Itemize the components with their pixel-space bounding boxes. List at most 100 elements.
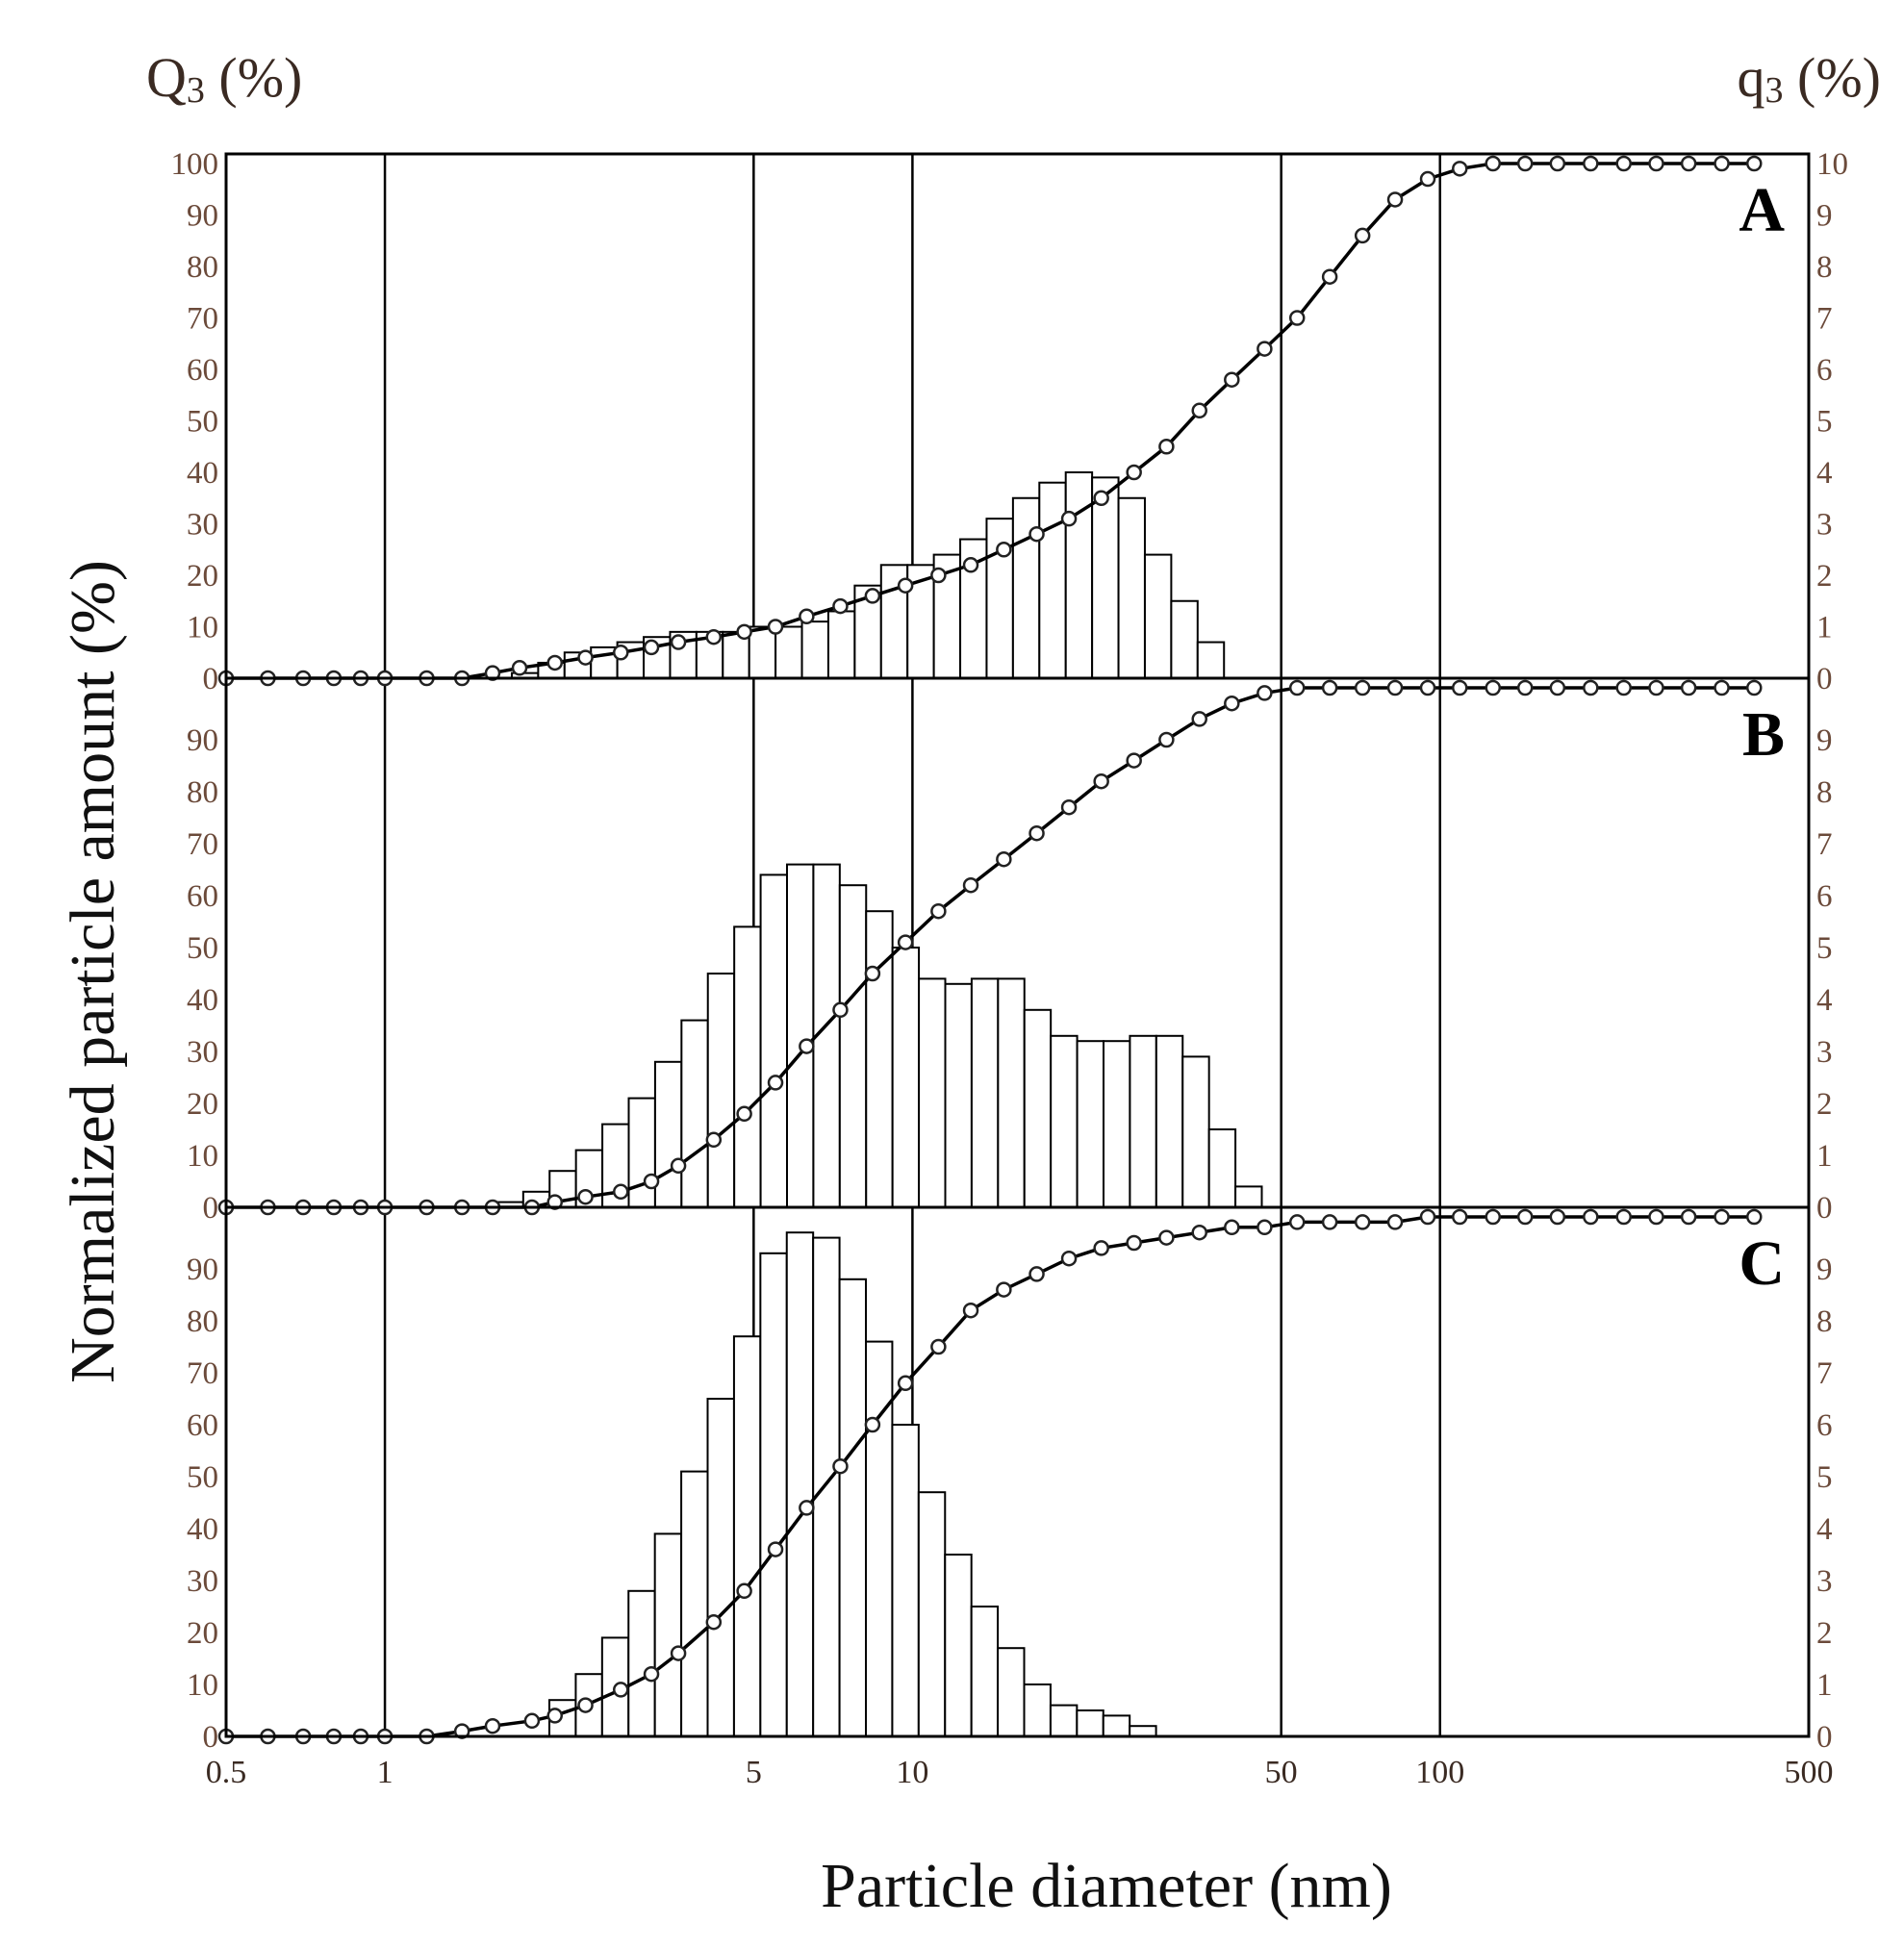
right-tick-label: 2 xyxy=(1816,559,1833,594)
cumulative-point xyxy=(1191,711,1207,727)
left-tick-label: 40 xyxy=(187,456,218,491)
cumulative-point xyxy=(1680,679,1697,696)
right-tick-label: 6 xyxy=(1816,879,1833,914)
cumulative-point xyxy=(546,1194,563,1210)
cumulative-point xyxy=(1288,679,1306,696)
cumulative-point xyxy=(1419,679,1436,696)
right-tick-label: 8 xyxy=(1816,1304,1833,1339)
histogram-bar xyxy=(985,518,1014,680)
left-tick-label: 50 xyxy=(187,405,218,440)
cumulative-point xyxy=(736,1582,752,1600)
right-tick-label: 9 xyxy=(1816,199,1833,234)
cumulative-point xyxy=(1158,731,1175,748)
left-axis-title: Q3 (%) xyxy=(146,46,302,111)
left-tick-label: 10 xyxy=(187,611,218,645)
x-tick-label: 5 xyxy=(746,1755,762,1790)
x-tick-label: 500 xyxy=(1785,1755,1834,1790)
cumulative-point xyxy=(1615,1208,1632,1226)
right-tick-label: 9 xyxy=(1816,723,1833,758)
histogram-bar xyxy=(1196,641,1226,679)
histogram-bar xyxy=(785,1231,815,1737)
cumulative-point xyxy=(1714,155,1730,172)
cumulative-point xyxy=(643,1173,660,1190)
histogram-bar xyxy=(1143,553,1173,679)
cumulative-point xyxy=(1549,679,1566,696)
cumulative-point xyxy=(1093,772,1109,790)
histogram-bar xyxy=(1102,1714,1131,1738)
histogram-bar xyxy=(653,1060,683,1209)
cumulative-point xyxy=(1583,155,1599,172)
cumulative-point xyxy=(1257,341,1273,357)
cumulative-point xyxy=(1158,439,1175,455)
cumulative-point xyxy=(1060,798,1078,816)
cumulative-point xyxy=(1680,155,1697,172)
cumulative-point xyxy=(864,1416,881,1433)
cumulative-point xyxy=(1615,679,1632,696)
histogram-bar xyxy=(891,947,921,1208)
left-tick-label: 90 xyxy=(187,199,218,234)
x-axis-label: Particle diameter (nm) xyxy=(821,1851,1392,1921)
histogram-bar xyxy=(826,610,856,680)
histogram-bar xyxy=(865,1340,894,1737)
left-tick-label: 10 xyxy=(187,1668,218,1703)
cumulative-point xyxy=(1386,679,1404,696)
cumulative-point xyxy=(453,1723,470,1739)
cumulative-point xyxy=(1714,1208,1730,1226)
cumulative-point xyxy=(1516,1208,1534,1226)
histogram-bar xyxy=(627,1589,656,1738)
left-tick-label: 70 xyxy=(187,827,218,862)
histogram-bar xyxy=(970,977,1000,1209)
cumulative-point xyxy=(1257,1219,1273,1236)
cumulative-point xyxy=(1714,679,1730,696)
cumulative-point xyxy=(670,1645,687,1661)
panel-label: C xyxy=(1739,1228,1785,1299)
cumulative-point xyxy=(1549,1208,1566,1226)
right-tick-label: 4 xyxy=(1816,983,1833,1018)
cumulative-point xyxy=(962,1302,979,1319)
cumulative-point xyxy=(1288,1214,1306,1230)
cumulative-point xyxy=(1680,1208,1697,1226)
histogram-bar xyxy=(748,625,777,679)
cumulative-point xyxy=(613,645,629,661)
histogram-bar xyxy=(706,973,736,1208)
panel-frame xyxy=(224,1205,1811,1738)
cumulative-point xyxy=(643,639,660,656)
left-tick-label: 90 xyxy=(187,723,218,758)
x-tick-label: 100 xyxy=(1415,1755,1464,1790)
cumulative-point xyxy=(1158,1229,1175,1246)
cumulative-point xyxy=(930,902,947,920)
left-tick-label: 20 xyxy=(187,559,218,594)
cumulative-point xyxy=(1257,685,1273,701)
panel-label: B xyxy=(1742,699,1785,770)
right-tick-label: 5 xyxy=(1816,931,1833,966)
left-tick-label: 50 xyxy=(187,931,218,966)
histogram-bar xyxy=(1181,1055,1210,1209)
histogram-bar xyxy=(865,910,894,1208)
cumulative-point xyxy=(1419,1208,1436,1226)
histogram-bar xyxy=(759,873,788,1209)
cumulative-point xyxy=(767,1541,784,1557)
right-axis-title: q3 (%) xyxy=(1738,46,1881,111)
histogram-bar xyxy=(1076,1040,1104,1208)
cumulative-point xyxy=(1419,170,1436,188)
histogram-bar xyxy=(1117,496,1146,679)
cumulative-point xyxy=(1485,679,1502,696)
left-tick-label: 30 xyxy=(187,1035,218,1070)
histogram-bar xyxy=(1207,1128,1237,1208)
left-tick-label: 30 xyxy=(187,1564,218,1599)
cumulative-point xyxy=(962,876,979,894)
histogram-bar xyxy=(997,1647,1026,1737)
left-tick-label: 60 xyxy=(187,353,218,388)
y-axis-label: Normalized particle amount (%) xyxy=(58,560,128,1383)
cumulative-point xyxy=(1354,679,1371,696)
histogram-bar xyxy=(1064,471,1094,679)
right-axis-title-sub: 3 xyxy=(1765,70,1784,111)
histogram-bar xyxy=(1038,481,1067,680)
x-tick-label: 10 xyxy=(896,1755,928,1790)
right-tick-label: 1 xyxy=(1816,1139,1833,1174)
right-axis-title-main: q xyxy=(1738,46,1765,109)
x-tick-label: 1 xyxy=(377,1755,393,1790)
cumulative-point xyxy=(1126,752,1142,769)
histogram-bar xyxy=(732,1335,762,1737)
cumulative-point xyxy=(864,588,881,604)
